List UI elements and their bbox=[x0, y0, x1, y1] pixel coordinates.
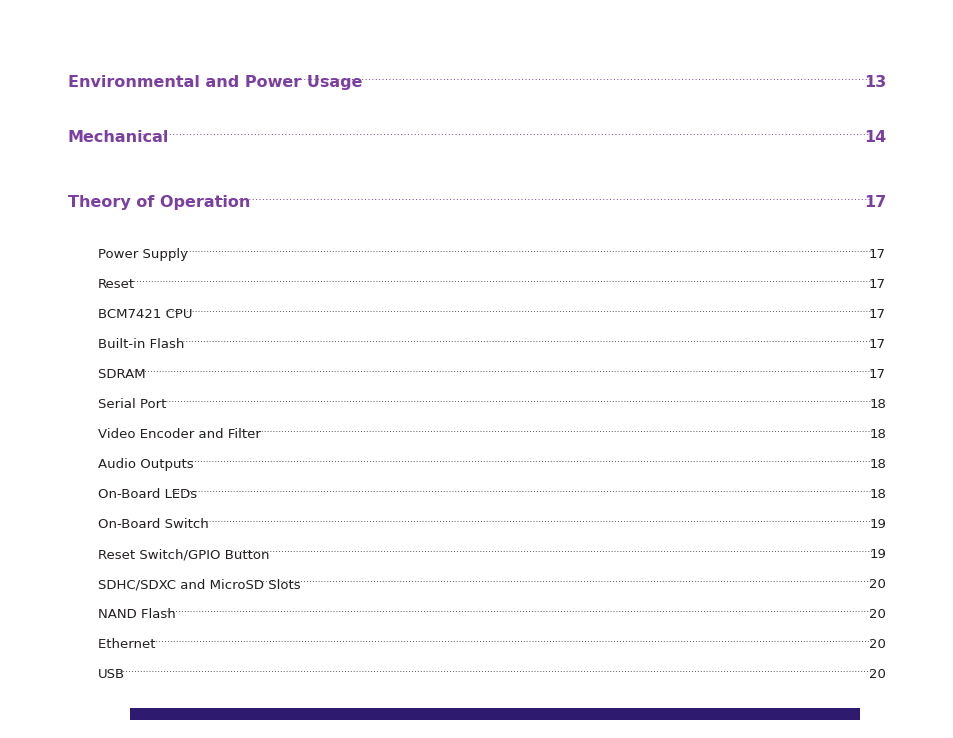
Text: 18: 18 bbox=[868, 488, 885, 501]
Text: 17: 17 bbox=[868, 338, 885, 351]
Text: 20: 20 bbox=[868, 638, 885, 651]
Text: Theory of Operation: Theory of Operation bbox=[68, 195, 250, 210]
Text: NAND Flash: NAND Flash bbox=[98, 608, 180, 621]
Text: 17: 17 bbox=[868, 368, 885, 381]
Text: 19: 19 bbox=[868, 518, 885, 531]
Text: On-Board LEDs: On-Board LEDs bbox=[98, 488, 197, 501]
Text: BCM7421 CPU: BCM7421 CPU bbox=[98, 308, 196, 321]
Text: 17: 17 bbox=[868, 248, 885, 261]
Text: 20: 20 bbox=[868, 668, 885, 681]
Text: 20: 20 bbox=[868, 608, 885, 621]
Text: SDHC/SDXC and MicroSD Slots: SDHC/SDXC and MicroSD Slots bbox=[98, 578, 305, 591]
Text: Reset: Reset bbox=[98, 278, 135, 291]
Text: Audio Outputs: Audio Outputs bbox=[98, 458, 197, 471]
Text: Built-in Flash: Built-in Flash bbox=[98, 338, 189, 351]
Text: USB: USB bbox=[98, 668, 125, 681]
Text: 18: 18 bbox=[868, 428, 885, 441]
Text: Power Supply: Power Supply bbox=[98, 248, 188, 261]
Text: Reset Switch/GPIO Button: Reset Switch/GPIO Button bbox=[98, 548, 269, 561]
Text: Environmental and Power Usage: Environmental and Power Usage bbox=[68, 75, 362, 90]
Text: 13: 13 bbox=[862, 75, 885, 90]
Text: 19: 19 bbox=[868, 548, 885, 561]
Text: Video Encoder and Filter: Video Encoder and Filter bbox=[98, 428, 265, 441]
Text: 17: 17 bbox=[862, 195, 885, 210]
Text: 14: 14 bbox=[862, 130, 885, 145]
Bar bbox=[130, 708, 859, 720]
Text: 17: 17 bbox=[868, 278, 885, 291]
Text: Mechanical: Mechanical bbox=[68, 130, 170, 145]
Text: 17: 17 bbox=[868, 308, 885, 321]
Text: Serial Port: Serial Port bbox=[98, 398, 171, 411]
Text: SDRAM: SDRAM bbox=[98, 368, 150, 381]
Text: 18: 18 bbox=[868, 398, 885, 411]
Text: Ethernet: Ethernet bbox=[98, 638, 159, 651]
Text: On-Board Switch: On-Board Switch bbox=[98, 518, 209, 531]
Text: 18: 18 bbox=[868, 458, 885, 471]
Text: 20: 20 bbox=[868, 578, 885, 591]
